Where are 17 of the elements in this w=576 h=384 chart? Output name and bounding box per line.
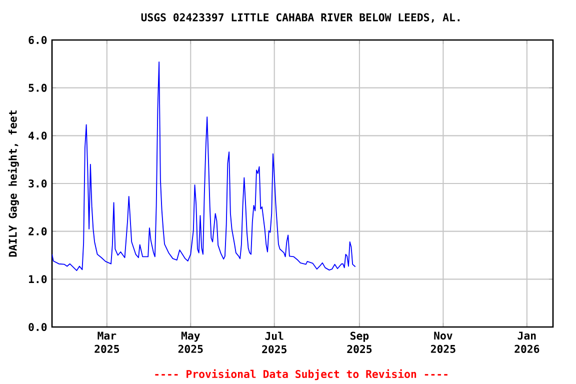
y-tick-label: 1.0 xyxy=(29,275,47,284)
x-tick-label: Mar 2025 xyxy=(94,332,120,353)
x-tick-label: May 2025 xyxy=(178,332,203,353)
y-tick-label: 3.0 xyxy=(28,179,47,188)
x-tick-label: Jul 2025 xyxy=(262,332,286,354)
y-tick-label: 4.0 xyxy=(28,132,47,140)
text: ---- Provisional Data Subject to Revision ---- xyxy=(155,369,448,380)
y-axis-title: DAILY Gage height, feet xyxy=(8,110,19,257)
y-tick-label: 2.0 xyxy=(28,227,47,236)
x-tick-label: Sep 2025 xyxy=(347,332,372,354)
x-tick-label: Jan 2026 xyxy=(514,332,540,353)
y-tick-label: 6.0 xyxy=(28,36,47,44)
line-series xyxy=(52,62,356,272)
y-tick-label: 0.0 xyxy=(28,322,47,332)
chart-title: USGS 02423397 LITTLE CAHABA RIVER BELOW LEEDS, AL. xyxy=(141,13,460,23)
y-tick-label: 5.0 xyxy=(28,84,47,92)
x-tick-label: Nov 2025 xyxy=(430,332,456,353)
